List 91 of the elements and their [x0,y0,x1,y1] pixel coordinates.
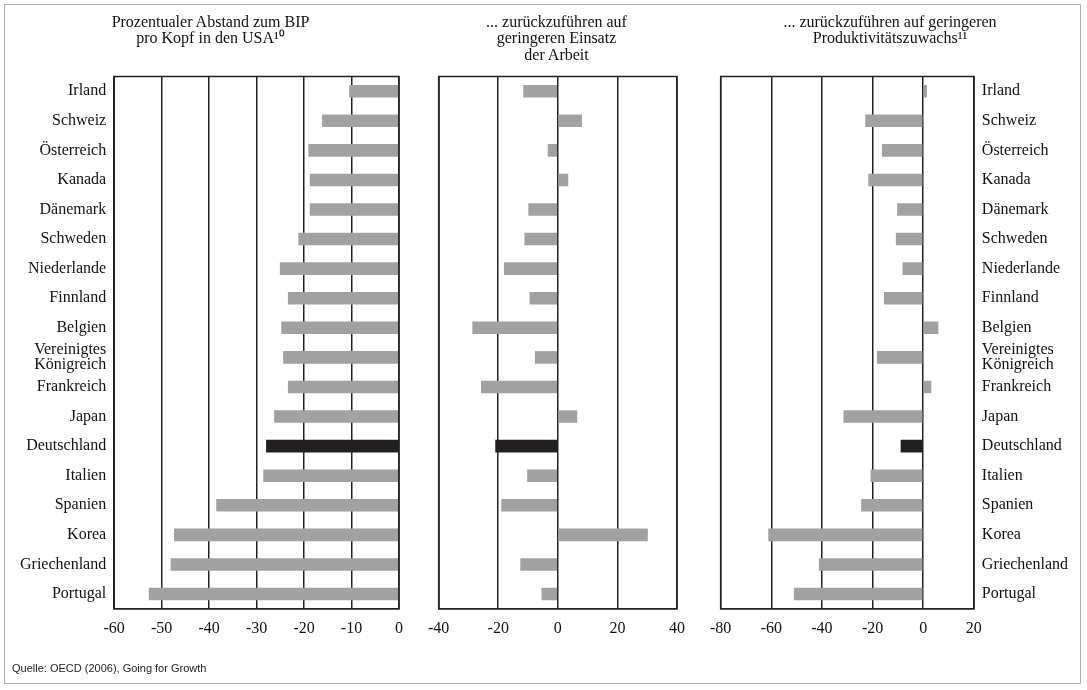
chart-title: Prozentualer Abstand zum BIP pro Kopf in den USA¹⁰ [111,12,310,48]
bar [534,351,558,364]
bar [923,380,932,394]
y-tick-label: Kanada [57,170,107,188]
y-tick-label: Vereinigtes Königreich [981,339,1054,374]
x-tick-label: -80 [710,618,732,636]
y-tick-label: Schweiz [981,110,1037,128]
y-tick-label: Frankreich [36,377,107,395]
bar [923,84,927,98]
bar [876,351,923,364]
x-tick-label: -40 [198,618,220,636]
x-tick-label: -50 [150,618,173,636]
bar [883,291,923,305]
y-tick-label: Österreich [981,140,1049,158]
y-tick-label: Finnland [49,288,107,306]
bar [895,232,923,246]
bar [897,203,923,216]
y-tick-label: Schweden [981,229,1048,247]
x-tick-label: 0 [395,618,403,636]
bar [480,380,558,394]
y-tick-label: Kanada [981,170,1031,188]
bar [861,498,923,512]
y-tick-label: Japan [69,406,107,425]
bar [870,469,923,482]
y-tick-label: Finnland [981,288,1039,306]
y-tick-label: Portugal [51,584,107,603]
bar [881,144,923,157]
x-tick-label: 20 [609,618,626,636]
y-tick-label: Spanien [981,495,1034,514]
bar [547,144,558,157]
x-tick-label: -60 [760,618,782,636]
x-tick-label: -20 [293,618,315,636]
chart-title: ... zurückzuführen auf geringeren Einsatz der Arbeit [486,12,628,64]
y-tick-label: Vereinigtes Königreich [34,339,107,374]
y-tick-label: Deutschland [26,436,107,454]
y-tick-label: Korea [67,525,107,543]
x-tick-label: -20 [487,618,509,636]
bar [868,173,923,187]
y-tick-label: Spanien [54,495,107,514]
y-tick-label: Korea [981,525,1021,543]
y-tick-label: Belgien [56,318,107,337]
y-tick-label: Italien [65,465,107,483]
bar [793,587,923,601]
x-tick-label: 40 [669,618,685,636]
x-tick-label: -40 [811,618,833,636]
bar [843,410,923,423]
chart-title: ... zurückzuführen auf geringeren Produktivitätszuwachs¹¹ [783,12,997,47]
bar [528,203,558,216]
y-tick-label: Frankreich [981,377,1052,395]
bar [503,262,558,275]
y-tick-label: Japan [981,406,1019,425]
x-tick-label: 0 [919,618,928,636]
y-tick-label: Irland [67,81,107,99]
x-tick-label: 0 [553,618,562,636]
bar [558,528,648,542]
bar [865,114,923,128]
bar [529,291,558,305]
x-tick-label: -10 [340,618,363,636]
x-tick-label: -20 [861,618,884,636]
bar [527,469,558,482]
bar [768,528,923,542]
y-tick-label: Dänemark [39,199,107,217]
y-tick-label: Niederlande [981,258,1061,276]
x-tick-label: -30 [245,618,268,636]
bar [524,232,558,246]
bar [902,262,923,275]
y-tick-label: Belgien [981,318,1032,337]
bar [558,114,582,128]
x-tick-label: -40 [428,618,450,636]
bar [520,558,558,571]
bar [523,84,558,98]
x-tick-label: -60 [103,618,125,636]
y-tick-label: Irland [981,81,1021,99]
y-tick-label: Griechenland [19,554,107,572]
y-tick-label: Portugal [981,584,1037,603]
bar [923,321,939,335]
y-tick-label: Schweiz [51,110,107,128]
x-tick-label: 20 [965,618,982,636]
y-tick-label: Griechenland [981,554,1069,572]
y-tick-label: Deutschland [981,436,1062,454]
y-tick-label: Dänemark [981,199,1049,217]
bar [558,410,578,423]
y-tick-label: Niederlande [27,258,107,276]
bar [818,558,923,571]
y-tick-label: Schweden [40,229,107,247]
y-tick-label: Italien [981,465,1023,483]
bar [541,587,558,601]
source-note: Quelle: OECD (2006), Going for Growth [12,662,207,674]
bar [472,321,558,335]
bar [501,498,558,512]
y-tick-label: Österreich [39,140,107,158]
